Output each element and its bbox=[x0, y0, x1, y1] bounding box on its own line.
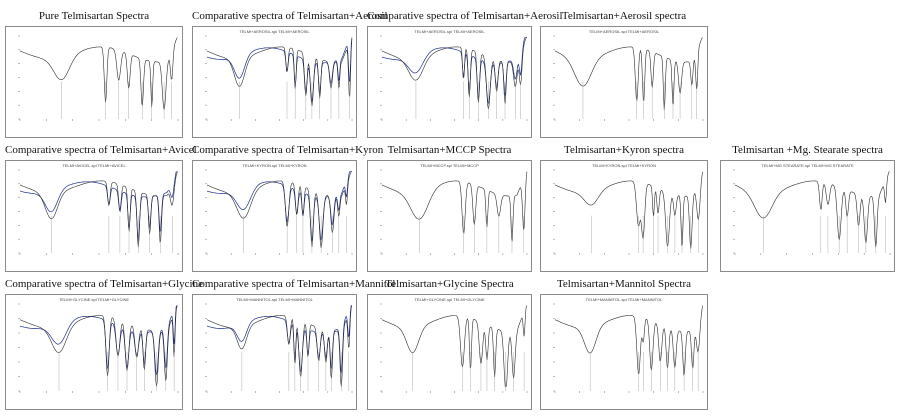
spectrum-svg bbox=[553, 35, 704, 121]
spectrum-svg bbox=[380, 169, 528, 255]
spectrum-line bbox=[554, 37, 703, 111]
spectrum-header: TELMI+MANNITOL.spl TELMI+MANNITOL bbox=[236, 297, 313, 302]
spectrum-panel: Telmisartan+Kyron spectra TELMI+KYRON.sp… bbox=[540, 142, 708, 272]
panel-title: Comparative spectra of Telmisartan+Kyron bbox=[192, 144, 384, 156]
overlay-spectrum-line bbox=[206, 37, 353, 102]
panel-title: Comparative spectra of Telmisartan+Aeros… bbox=[367, 10, 563, 22]
spectrum-plot: TELMI+KYRON.spl TELMI+KYRON bbox=[540, 160, 708, 272]
spectrum-svg bbox=[18, 169, 179, 255]
panel-title: Telmisartan+Aerosil spectra bbox=[561, 10, 687, 22]
spectrum-panel: Comparative spectra of Telmisartan+Manni… bbox=[192, 276, 396, 410]
spectrum-line bbox=[734, 171, 890, 248]
spectrum-line bbox=[554, 305, 703, 377]
spectrum-plot: TELMI+MCCP.spl TELMI+MCCP bbox=[367, 160, 532, 272]
spectrum-plot: TELMI+KYRON.spl TELMI+KYRON bbox=[192, 160, 357, 272]
spectrum-line bbox=[19, 171, 178, 248]
spectrum-svg bbox=[18, 35, 179, 121]
spectrum-svg bbox=[553, 169, 704, 255]
spectrum-panel: Telmisartan +Mg. Stearate spectra TELMI+… bbox=[720, 142, 895, 272]
spectrum-plot: TELMI+AEROSIL.spl TELMI+AEROSIL bbox=[192, 26, 357, 138]
spectrum-line bbox=[206, 38, 353, 106]
spectrum-header: TELMI+AEROSIL.spl TELMI+AEROSIL bbox=[588, 29, 660, 34]
spectrum-panel: Comparative spectra of Telmisartan+Aeros… bbox=[367, 8, 563, 138]
spectrum-plot: TELMI+MG STEARATE.spl TELMI+MG STEARATE bbox=[720, 160, 895, 272]
spectrum-panel: Telmisartan+Mannitol Spectra TELMI+MANNI… bbox=[540, 276, 708, 410]
overlay-spectrum-line bbox=[19, 171, 178, 241]
panel-title: Comparative spectra of Telmisartan+Aeros… bbox=[192, 10, 388, 22]
spectrum-header: TELMI+KYRON.spl TELMI+KYRON bbox=[242, 163, 307, 168]
spectrum-plot: TELMI+GLYCINE.spl TELMI+GLYCINE bbox=[367, 294, 532, 410]
spectrum-plot: TELMI+GLYCINE.spl TELMI+GLYCINE bbox=[5, 294, 183, 410]
spectrum-line bbox=[19, 305, 178, 387]
spectrum-plot: TELMI+MANNITOL.spl TELMI+MANNITOL bbox=[540, 294, 708, 410]
spectrum-svg bbox=[205, 169, 353, 255]
spectrum-svg bbox=[18, 303, 179, 393]
spectrum-line bbox=[554, 171, 703, 249]
panel-title: Telmisartan+MCCP Spectra bbox=[387, 144, 512, 156]
spectrum-panel: Comparative spectra of Telmisartan+Kyron… bbox=[192, 142, 384, 272]
panel-title: Comparative spectra of Telmisartan+Avice… bbox=[5, 144, 197, 156]
spectrum-plot: TELMI+AEROSIL.spl TELMI+AEROSIL bbox=[540, 26, 708, 138]
spectrum-header: TELMI+AEROSIL.spl TELMI+AEROSIL bbox=[414, 29, 485, 34]
spectrum-panel: Comparative spectra of Telmisartan+Glyci… bbox=[5, 276, 203, 410]
panel-title: Telmisartan+Kyron spectra bbox=[564, 144, 684, 156]
overlay-spectrum-line bbox=[19, 305, 178, 375]
panel-title: Telmisartan+Mannitol Spectra bbox=[556, 278, 692, 290]
panel-title: Telmisartan+Glycine Spectra bbox=[385, 278, 514, 290]
spectrum-header: TELMI+AVICEL.spl TELMI+AVICEL bbox=[62, 163, 126, 168]
panel-title: Comparative spectra of Telmisartan+Manni… bbox=[192, 278, 396, 290]
spectrum-plot: TELMI+AEROSIL.spl TELMI+AEROSIL bbox=[367, 26, 532, 138]
spectrum-header: TELMI+MANNITOL.spl TELMI+MANNITOL bbox=[585, 297, 663, 302]
spectrum-header: TELMI+GLYCINE.spl TELMI+GLYCINE bbox=[414, 297, 485, 302]
overlay-spectrum-line bbox=[206, 171, 352, 242]
spectrum-plot: TELMI+MANNITOL.spl TELMI+MANNITOL bbox=[192, 294, 357, 410]
spectrum-line bbox=[381, 171, 528, 242]
panel-title: Pure Telmisartan Spectra bbox=[38, 10, 150, 22]
spectrum-svg bbox=[553, 303, 704, 393]
spectrum-panel: Comparative spectra of Telmisartan+Avice… bbox=[5, 142, 197, 272]
spectrum-line bbox=[206, 171, 352, 248]
spectrum-svg bbox=[205, 35, 353, 121]
spectrum-line bbox=[381, 305, 528, 387]
panel-title: Comparative spectra of Telmisartan+Glyci… bbox=[5, 278, 203, 290]
spectrum-header: TELMI+KYRON.spl TELMI+KYRON bbox=[592, 163, 656, 168]
spectrum-panel: Comparative spectra of Telmisartan+Aeros… bbox=[192, 8, 388, 138]
spectrum-header: TELMI+MG STEARATE.spl TELMI+MG STEARATE bbox=[761, 163, 854, 168]
spectrum-svg bbox=[733, 169, 891, 255]
spectrum-plot bbox=[5, 26, 183, 138]
spectrum-line bbox=[381, 37, 527, 109]
spectrum-svg bbox=[380, 35, 528, 121]
spectrum-svg bbox=[205, 303, 353, 393]
spectrum-header: TELMI+GLYCINE.spl TELMI+GLYCINE bbox=[58, 297, 130, 302]
spectrum-panel: Pure Telmisartan Spectra bbox=[5, 8, 183, 138]
spectrum-panel: Telmisartan+Glycine Spectra TELMI+GLYCIN… bbox=[367, 276, 532, 410]
spectrum-panel: Telmisartan+MCCP Spectra TELMI+MCCP.spl … bbox=[367, 142, 532, 272]
spectrum-header: TELMI+AEROSIL.spl TELMI+AEROSIL bbox=[239, 29, 310, 34]
spectrum-panel: Telmisartan+Aerosil spectra TELMI+AEROSI… bbox=[540, 8, 708, 138]
spectrum-line bbox=[206, 305, 353, 387]
spectrum-svg bbox=[380, 303, 528, 393]
spectrum-header: TELMI+MCCP.spl TELMI+MCCP bbox=[420, 163, 479, 168]
panel-title: Telmisartan +Mg. Stearate spectra bbox=[732, 144, 883, 156]
spectrum-line bbox=[19, 37, 178, 110]
spectrum-plot: TELMI+AVICEL.spl TELMI+AVICEL bbox=[5, 160, 183, 272]
